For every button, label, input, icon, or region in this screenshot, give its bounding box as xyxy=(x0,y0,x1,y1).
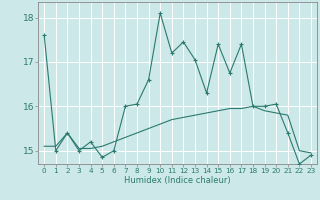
X-axis label: Humidex (Indice chaleur): Humidex (Indice chaleur) xyxy=(124,176,231,185)
